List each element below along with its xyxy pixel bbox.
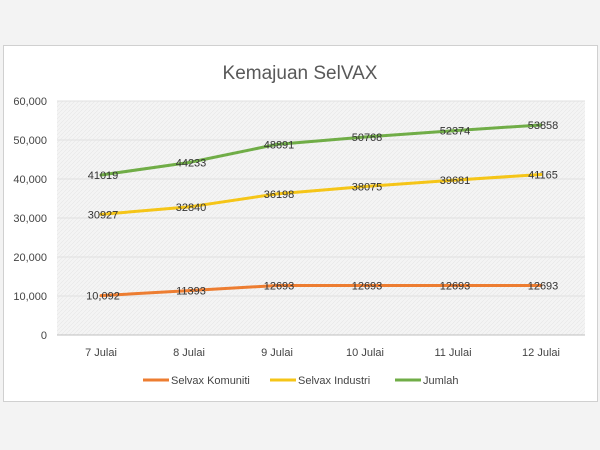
y-tick-label: 40,000 xyxy=(13,174,47,186)
data-label: 12693 xyxy=(440,280,471,292)
legend-label: Selvax Industri xyxy=(298,375,370,387)
chart-title: Kemajuan SelVAX xyxy=(223,63,378,84)
y-tick-label: 0 xyxy=(41,330,47,342)
data-point xyxy=(539,172,543,176)
data-point xyxy=(99,212,103,216)
data-point xyxy=(99,173,103,177)
data-label: 48891 xyxy=(264,139,295,151)
series-line-jumlah xyxy=(100,123,542,177)
data-point xyxy=(363,283,367,287)
series-line-selvax-industri xyxy=(100,172,542,216)
data-label: 10,092 xyxy=(86,291,120,303)
legend-label: Jumlah xyxy=(423,375,458,387)
data-label: 53858 xyxy=(528,120,559,132)
y-tick-label: 60,000 xyxy=(13,96,47,108)
y-tick-label: 30,000 xyxy=(13,213,47,225)
data-label: 32840 xyxy=(176,202,207,214)
data-point xyxy=(539,283,543,287)
data-label: 39681 xyxy=(440,175,471,187)
y-tick-label: 10,000 xyxy=(13,291,47,303)
data-point xyxy=(187,205,191,209)
data-point xyxy=(363,135,367,139)
x-tick-label: 8 Julai xyxy=(173,347,205,359)
data-label: 41019 xyxy=(88,170,119,182)
data-point xyxy=(363,185,367,189)
data-label: 36198 xyxy=(264,189,295,201)
data-label: 11393 xyxy=(176,286,206,298)
legend-label: Selvax Komuniti xyxy=(171,375,250,387)
data-point xyxy=(187,160,191,164)
y-tick-label: 50,000 xyxy=(13,135,47,147)
x-tick-label: 11 Julai xyxy=(434,347,471,359)
data-point xyxy=(451,178,455,182)
data-label: 12693 xyxy=(528,280,559,292)
data-label: 50768 xyxy=(352,132,383,144)
data-label: 12693 xyxy=(352,280,383,292)
data-label: 12693 xyxy=(264,280,295,292)
y-tick-label: 20,000 xyxy=(13,252,47,264)
data-label: 41165 xyxy=(528,169,558,181)
data-point xyxy=(99,294,103,298)
data-point xyxy=(275,283,279,287)
series-line-selvax-komuniti xyxy=(100,283,541,298)
data-point xyxy=(451,283,455,287)
x-tick-label: 12 Julai xyxy=(522,347,560,359)
data-point xyxy=(275,192,279,196)
data-point xyxy=(275,142,279,146)
data-label: 38075 xyxy=(352,182,383,194)
data-point xyxy=(539,123,543,127)
data-label: 30927 xyxy=(88,209,119,221)
x-tick-label: 7 Julai xyxy=(85,347,117,359)
data-label: 52374 xyxy=(440,126,471,138)
x-tick-label: 9 Julai xyxy=(261,347,293,359)
data-point xyxy=(451,129,455,133)
data-point xyxy=(187,289,191,293)
data-label: 44233 xyxy=(176,157,207,169)
x-tick-label: 10 Julai xyxy=(346,347,384,359)
